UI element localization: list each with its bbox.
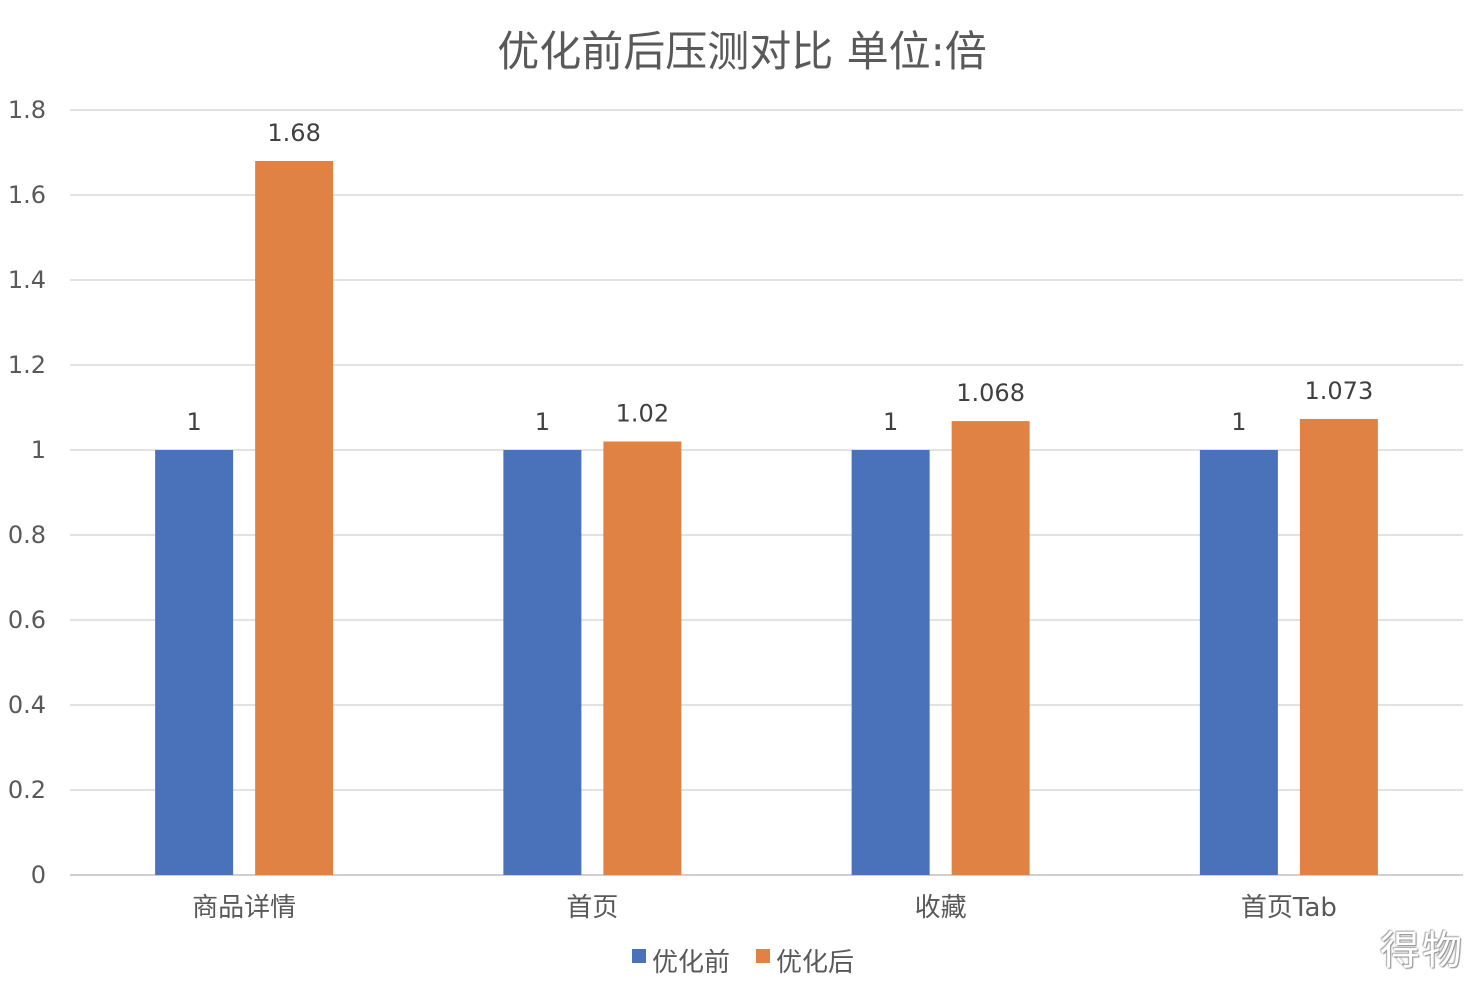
y-tick-label: 0 [31, 861, 46, 889]
data-label: 1.068 [956, 379, 1025, 407]
chart-title: 优化前后压测对比 单位:倍 [497, 27, 987, 76]
category-label: 首页 [566, 893, 618, 923]
bar-after [1299, 418, 1378, 875]
y-tick-label: 0.6 [8, 606, 46, 634]
legend-label: 优化后 [776, 948, 854, 978]
bar-before [1199, 450, 1278, 875]
data-label: 1.02 [616, 400, 669, 428]
legend: 优化前 优化后 [632, 948, 854, 978]
y-tick-label: 1.2 [8, 351, 46, 379]
bar-after [603, 441, 682, 875]
data-label: 1 [535, 408, 550, 436]
category-label: 商品详情 [192, 893, 296, 923]
bar-before [851, 450, 930, 875]
y-tick-label: 1.6 [8, 181, 46, 209]
y-axis-ticks: 0 0.2 0.4 0.6 0.8 1 1.2 1.4 1.6 1.8 [8, 96, 46, 889]
data-label: 1 [186, 408, 201, 436]
data-label: 1 [883, 408, 898, 436]
data-label: 1 [1231, 408, 1246, 436]
legend-label: 优化前 [652, 948, 730, 978]
category-label: 首页Tab [1241, 893, 1337, 923]
y-tick-label: 1.4 [8, 266, 46, 294]
y-tick-label: 1.8 [8, 96, 46, 124]
bar-after [255, 161, 334, 875]
legend-swatch [632, 949, 646, 963]
legend-swatch [756, 949, 770, 963]
bar-before [155, 450, 234, 875]
data-labels: 1 1.68 1 1.02 1 1.068 1 1.073 [186, 119, 1373, 436]
y-tick-label: 0.2 [8, 776, 46, 804]
y-tick-label: 1 [31, 436, 46, 464]
y-tick-label: 0.8 [8, 521, 46, 549]
x-axis-categories: 商品详情 首页 收藏 首页Tab [192, 893, 1337, 923]
data-label: 1.68 [267, 119, 320, 147]
y-tick-label: 0.4 [8, 691, 46, 719]
bar-before [503, 450, 582, 875]
bar-after [951, 421, 1030, 875]
category-label: 收藏 [915, 893, 967, 923]
bars [155, 161, 1378, 875]
data-label: 1.073 [1305, 377, 1374, 405]
watermark-logo: 得物 [1380, 928, 1464, 974]
